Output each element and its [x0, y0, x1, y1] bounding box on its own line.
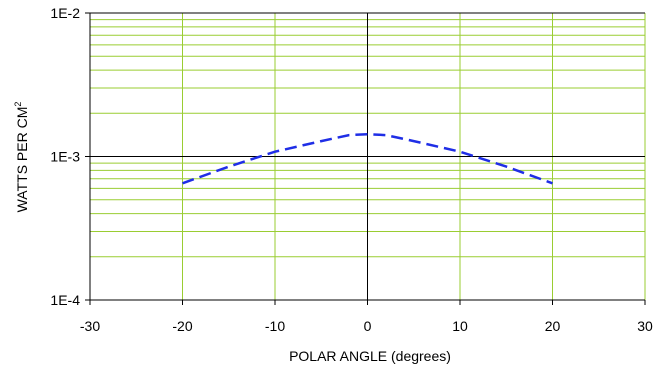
y-tick-label: 1E-3 [50, 149, 80, 165]
series-layer [182, 132, 553, 185]
series-line [182, 132, 553, 185]
x-tick-label: 30 [637, 318, 653, 334]
x-tick-labels: -30 -20 -10 0 10 20 30 [80, 318, 653, 334]
x-tick-label: 10 [452, 318, 468, 334]
x-tick-label: -20 [172, 318, 192, 334]
y-tick-label: 1E-2 [50, 5, 80, 21]
y-axis-title: WATTS PER CM2 [13, 102, 30, 213]
y-tick-labels: 1E-4 1E-3 1E-2 [50, 5, 80, 308]
x-tick-label: 20 [545, 318, 561, 334]
x-axis-title: POLAR ANGLE (degrees) [289, 348, 451, 364]
y-axis-title-superscript: 2 [13, 102, 23, 107]
axes [85, 12, 646, 305]
x-tick-label: -30 [80, 318, 100, 334]
y-tick-label: 1E-4 [50, 292, 80, 308]
x-tick-label: 0 [364, 318, 372, 334]
x-tick-label: -10 [265, 318, 285, 334]
y-axis-title-text: WATTS PER CM [14, 107, 30, 213]
